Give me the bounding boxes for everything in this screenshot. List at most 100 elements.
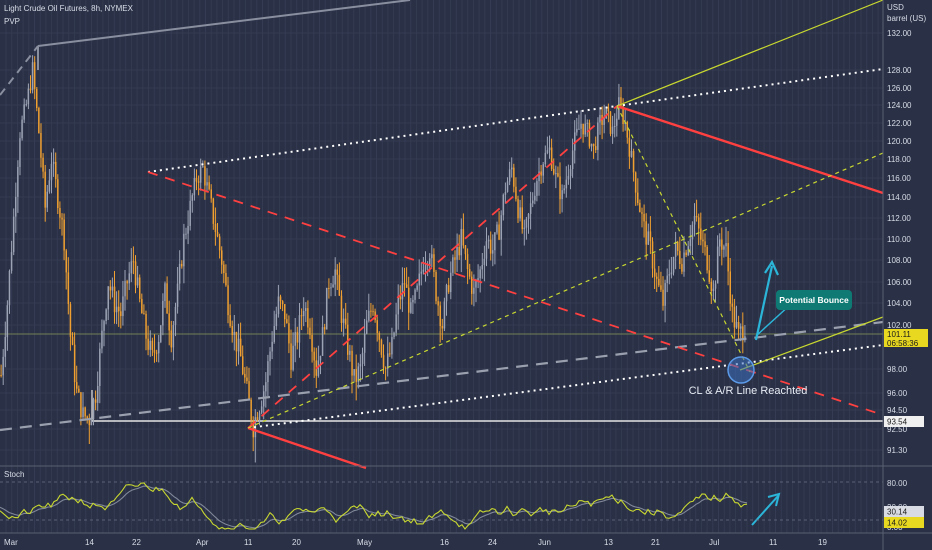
candle <box>628 137 631 157</box>
candle <box>529 203 532 214</box>
candle <box>65 250 67 273</box>
candle <box>742 326 744 341</box>
candle <box>313 351 315 361</box>
candle <box>176 283 179 307</box>
candle <box>260 406 263 413</box>
candle <box>634 172 637 193</box>
time-tick-label: 20 <box>292 538 301 547</box>
bounce-arrow-icon <box>754 259 779 341</box>
candle <box>88 418 91 426</box>
candle <box>708 270 710 282</box>
candle <box>357 366 360 382</box>
callout-text: Potential Bounce <box>779 295 849 305</box>
candle <box>704 241 706 247</box>
candle <box>208 182 210 190</box>
candle <box>172 325 175 348</box>
price-tick-label: 110.00 <box>887 235 911 244</box>
candle <box>571 150 574 169</box>
candle <box>685 252 687 256</box>
price-tick-label: 94.50 <box>887 406 908 415</box>
candle <box>187 225 189 234</box>
candle <box>195 177 198 182</box>
candle <box>50 163 53 181</box>
grey-dashed-trend <box>0 320 884 432</box>
candle <box>731 303 734 307</box>
candle <box>178 263 181 284</box>
candle <box>15 196 17 217</box>
candle <box>666 275 668 283</box>
candle <box>151 340 154 350</box>
candle <box>294 332 296 346</box>
candle <box>48 180 51 192</box>
candle <box>90 419 93 426</box>
candle <box>298 315 301 343</box>
candle <box>113 286 116 313</box>
candle <box>418 273 420 286</box>
candle <box>408 287 410 313</box>
candle <box>210 189 212 199</box>
candle <box>67 272 70 304</box>
candle <box>168 313 170 331</box>
candle <box>592 143 595 147</box>
candle <box>639 202 641 213</box>
candle <box>681 264 683 272</box>
candle <box>532 200 534 204</box>
candle <box>399 296 402 300</box>
candle <box>246 377 248 382</box>
candle <box>569 169 572 177</box>
candle <box>380 339 383 355</box>
candle <box>582 123 584 135</box>
stoch-d-value: 14.02 <box>887 519 908 528</box>
candle <box>468 269 471 277</box>
candle <box>338 274 341 296</box>
candle <box>101 330 103 349</box>
candle <box>550 147 553 169</box>
time-tick-label: Mar <box>4 538 18 547</box>
candle <box>263 391 265 407</box>
candle <box>716 246 719 284</box>
stoch-tick-label: 80.00 <box>887 479 908 488</box>
candle <box>42 157 44 172</box>
candle <box>565 179 568 189</box>
red-dashed-down <box>147 171 884 416</box>
candle <box>193 177 196 196</box>
candle <box>199 166 202 183</box>
candle <box>363 333 366 353</box>
candle <box>286 319 288 324</box>
candle <box>458 246 460 256</box>
candle <box>372 311 374 313</box>
candle <box>712 288 715 291</box>
time-tick-label: 24 <box>488 538 497 547</box>
candle <box>471 276 473 294</box>
candle <box>359 364 362 367</box>
candle <box>674 241 677 257</box>
candle <box>351 350 353 376</box>
candle <box>414 289 416 300</box>
candle <box>69 304 72 337</box>
candle <box>420 271 423 274</box>
candle <box>105 309 107 321</box>
candle <box>679 250 681 264</box>
candle <box>344 318 347 325</box>
candle <box>281 301 284 305</box>
candle <box>141 298 143 314</box>
candle <box>122 296 124 317</box>
candle <box>384 367 387 369</box>
candle <box>677 241 679 251</box>
candle <box>153 350 156 353</box>
candle <box>212 198 215 224</box>
candle <box>693 215 696 225</box>
candle <box>250 399 252 421</box>
candle <box>555 173 557 175</box>
candle <box>410 302 412 313</box>
candle <box>40 133 42 158</box>
candle <box>237 338 240 352</box>
price-tick-label: 104.00 <box>887 299 912 308</box>
candle <box>181 263 183 267</box>
price-tick-label: 126.00 <box>887 84 912 93</box>
candle <box>78 388 80 393</box>
time-tick-label: 14 <box>85 538 94 547</box>
candle <box>412 299 414 303</box>
candle <box>389 353 391 355</box>
